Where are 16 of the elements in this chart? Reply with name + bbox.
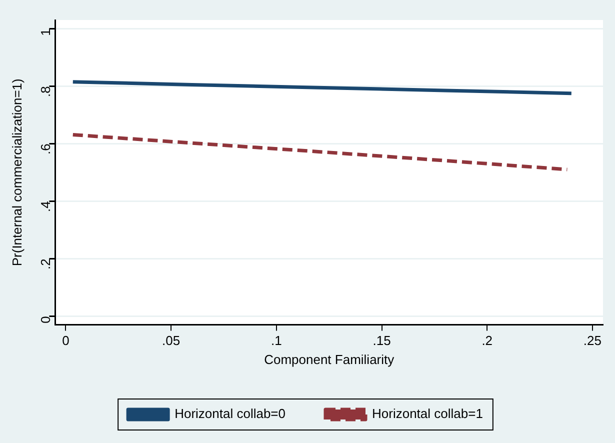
legend-label: Horizontal collab=1 — [372, 406, 483, 422]
x-tick-label: 0 — [62, 333, 70, 348]
y-tick-label: 0 — [38, 316, 53, 324]
y-tick-label: 1 — [38, 28, 53, 36]
y-tick-label: .2 — [38, 258, 53, 270]
y-tick-label: .6 — [38, 144, 53, 154]
x-tick-label: .05 — [162, 333, 180, 348]
y-tick-label: .4 — [38, 201, 53, 212]
x-tick-label: .2 — [482, 333, 493, 348]
x-tick-label: .25 — [583, 333, 602, 348]
y-tick-label: .8 — [38, 86, 53, 97]
x-tick-label: .15 — [372, 333, 391, 348]
legend-label: Horizontal collab=0 — [174, 406, 286, 422]
y-axis-title: Pr(Internal commercialization=1) — [9, 78, 24, 266]
x-axis-title: Component Familiarity — [264, 352, 395, 367]
x-tick-label: .1 — [271, 333, 282, 348]
